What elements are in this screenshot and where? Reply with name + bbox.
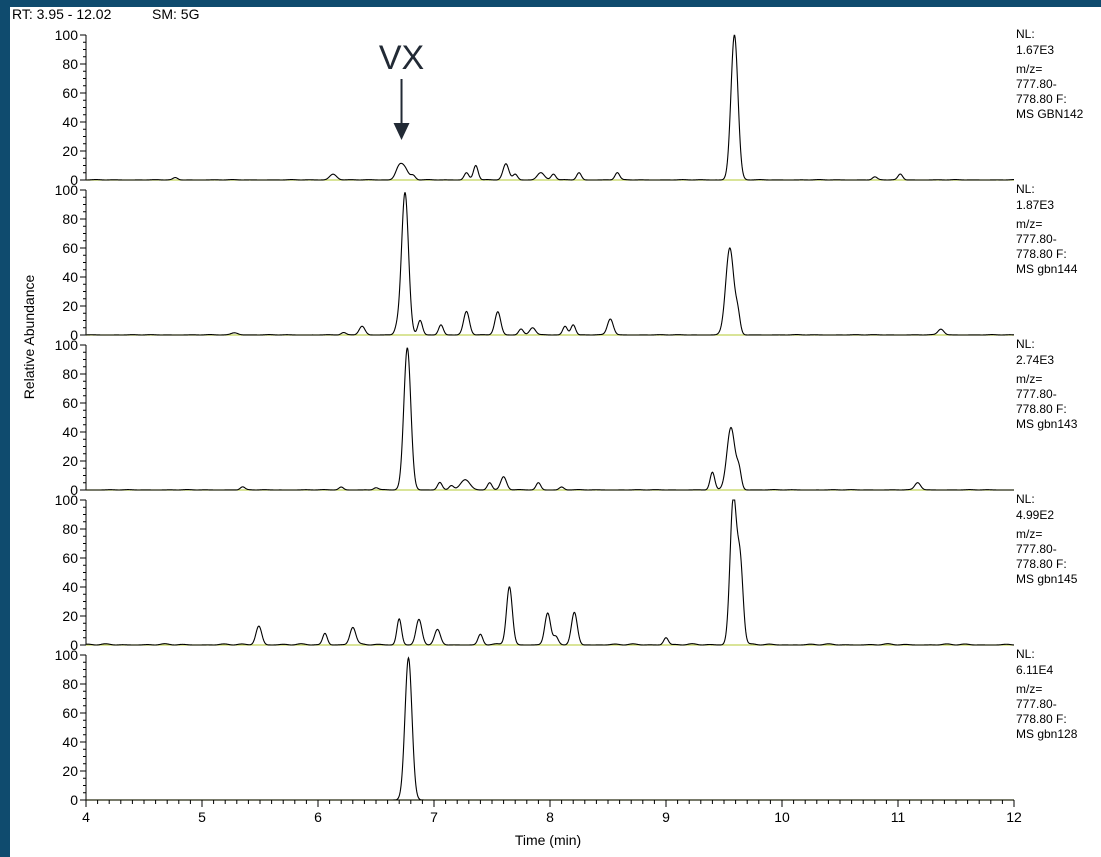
y-tick-label: 0 (70, 637, 78, 653)
x-tick-label: 10 (774, 809, 790, 825)
y-tick-label: 60 (62, 395, 78, 411)
trace-panel-4: 0 20 40 60 80 100 NL: 4.99E2 m/z=777.80-778.80 F… (55, 492, 1078, 653)
trace-panel-1: 0 20 40 60 80 100 NL: 1.67E3 m/z=777.80-778.80 F… (55, 27, 1084, 188)
nl-value: 4.99E2 (1016, 508, 1054, 522)
mz-label: m/z= (1016, 682, 1042, 696)
nl-value: 1.67E3 (1016, 43, 1054, 57)
trace-line (85, 192, 1015, 336)
nl-value: 6.11E4 (1016, 663, 1053, 677)
mz-filter: 778.80 F: (1016, 247, 1067, 261)
mz-label: m/z= (1016, 527, 1042, 541)
y-tick-label: 80 (62, 521, 78, 537)
y-tick-label: 0 (70, 792, 78, 808)
y-axis-title: Relative Abundance (21, 275, 37, 400)
x-tick-label: 11 (891, 809, 906, 825)
scan-name: MS GBN142 (1016, 107, 1084, 121)
trace-line (86, 347, 1014, 491)
y-tick-label: 40 (62, 734, 78, 750)
trace-panel-3: 0 20 40 60 80 100 NL: 2.74E3 m/z=777.80-778.80 F… (55, 337, 1078, 498)
mz-range: 777.80- (1016, 542, 1057, 556)
y-tick-label: 40 (62, 424, 78, 440)
y-tick-label: 100 (55, 647, 79, 663)
nl-value: 1.87E3 (1016, 198, 1054, 212)
x-tick-label: 9 (662, 809, 670, 825)
scan-name: MS gbn143 (1016, 417, 1078, 431)
y-tick-label: 60 (62, 705, 78, 721)
y-tick-label: 20 (62, 608, 78, 624)
x-tick-label: 12 (1006, 809, 1022, 825)
trace-line (86, 656, 1014, 801)
y-tick-label: 40 (62, 114, 78, 130)
y-tick-label: 40 (62, 269, 78, 285)
scan-name: MS gbn144 (1016, 262, 1078, 276)
mz-label: m/z= (1016, 217, 1042, 231)
x-axis-title: Time (min) (515, 832, 581, 848)
trace-panel-5: 0 20 40 60 80 100 NL: 6.11E4 m/z=777.80-778.80 F… (55, 647, 1078, 808)
vx-annotation: VX (379, 39, 424, 140)
vx-arrow-head (393, 123, 410, 140)
nl-value: 2.74E3 (1016, 353, 1054, 367)
y-tick-label: 80 (62, 211, 78, 227)
x-tick-label: 5 (198, 809, 206, 825)
mz-range: 777.80- (1016, 77, 1057, 91)
scan-name: MS gbn128 (1016, 727, 1078, 741)
rt-range-label: RT: 3.95 - 12.02 (12, 7, 112, 22)
nl-label: NL: (1016, 27, 1035, 41)
y-tick-label: 80 (62, 676, 78, 692)
mz-range: 777.80- (1016, 232, 1057, 246)
y-tick-label: 100 (55, 337, 79, 353)
x-axis: 4 5 6 7 8 9 10 11 12 (82, 799, 1022, 825)
x-tick-label: 7 (430, 809, 438, 825)
nl-label: NL: (1016, 492, 1035, 506)
nl-label: NL: (1016, 182, 1035, 196)
mz-filter: 778.80 F: (1016, 712, 1067, 726)
y-tick-label: 20 (62, 298, 78, 314)
trace-line (85, 499, 1015, 646)
smoothing-label: SM: 5G (152, 7, 199, 22)
mz-label: m/z= (1016, 372, 1042, 386)
x-tick-label: 8 (546, 809, 554, 825)
scan-name: MS gbn145 (1016, 572, 1078, 586)
nl-label: NL: (1016, 337, 1035, 351)
y-tick-label: 60 (62, 550, 78, 566)
mz-label: m/z= (1016, 62, 1042, 76)
y-tick-label: 0 (70, 327, 78, 343)
y-tick-label: 100 (55, 182, 79, 198)
x-tick-label: 6 (314, 809, 322, 825)
y-tick-label: 80 (62, 366, 78, 382)
y-tick-label: 80 (62, 56, 78, 72)
chromatogram-window: RT: 3.95 - 12.02 SM: 5G 0 20 40 60 80 100 NL: 1… (10, 7, 1101, 857)
y-tick-label: 60 (62, 240, 78, 256)
vx-label: VX (379, 39, 424, 77)
mz-range: 777.80- (1016, 387, 1057, 401)
y-tick-label: 0 (70, 482, 78, 498)
y-tick-label: 0 (70, 172, 78, 188)
y-tick-label: 40 (62, 579, 78, 595)
mz-filter: 778.80 F: (1016, 557, 1067, 571)
mz-range: 777.80- (1016, 697, 1057, 711)
trace-panel-2: 0 20 40 60 80 100 NL: 1.87E3 m/z=777.80-778.80 F… (55, 182, 1078, 343)
y-tick-label: 60 (62, 85, 78, 101)
nl-label: NL: (1016, 647, 1035, 661)
x-tick-label: 4 (82, 809, 90, 825)
y-tick-label: 100 (55, 492, 79, 508)
y-tick-label: 20 (62, 763, 78, 779)
mz-filter: 778.80 F: (1016, 92, 1067, 106)
y-tick-label: 20 (62, 453, 78, 469)
trace-line (86, 34, 1014, 181)
y-tick-label: 100 (55, 27, 79, 43)
y-tick-label: 20 (62, 143, 78, 159)
mz-filter: 778.80 F: (1016, 402, 1067, 416)
